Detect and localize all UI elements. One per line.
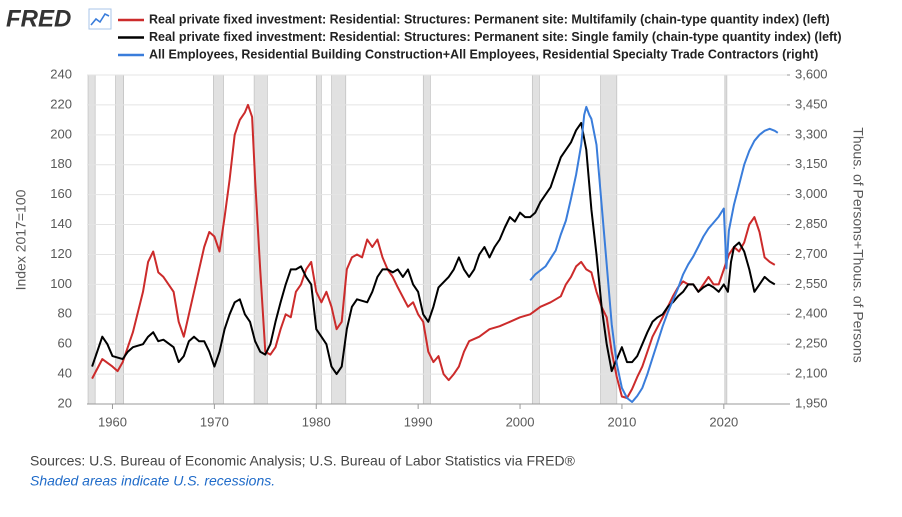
y-tick-label: 40 [58,366,72,381]
y2-axis-label: Thous. of Persons+Thous. of Persons [850,127,866,362]
x-tick-label: 2000 [506,414,535,429]
y-tick-label: 20 [58,395,72,410]
y2-tick-label: 3,600 [795,66,828,81]
y2-tick-label: 2,400 [795,306,828,321]
x-tick-label: 1960 [98,414,127,429]
x-tick-label: 1990 [404,414,433,429]
y-tick-label: 180 [50,156,72,171]
recession-band [315,74,322,405]
y2-tick-label: 2,100 [795,366,828,381]
y2-tick-label: 1,950 [795,395,828,410]
legend-label: Real private fixed investment: Residenti… [149,30,842,44]
x-tick-label: 2020 [709,414,738,429]
series-line [529,105,779,403]
y-tick-label: 60 [58,336,72,351]
y2-tick-label: 3,450 [795,96,828,111]
logo-icon [88,8,112,30]
recession-band [87,74,96,405]
x-tick-label: 1980 [302,414,331,429]
y2-tick-label: 2,700 [795,246,828,261]
y-tick-label: 240 [50,66,72,81]
source: Sources: U.S. Bureau of Economic Analysi… [30,453,576,469]
recession-band [115,74,124,405]
y-tick-label: 140 [50,216,72,231]
y-tick-label: 160 [50,186,72,201]
y-tick-label: 220 [50,96,72,111]
y-tick-label: 120 [50,246,72,261]
y-tick-label: 200 [50,126,72,141]
y-axis-label: Index 2017=100 [13,189,29,290]
y2-tick-label: 3,150 [795,156,828,171]
y2-tick-label: 3,000 [795,186,828,201]
y2-tick-label: 2,550 [795,276,828,291]
series-line [91,121,776,376]
y-tick-label: 80 [58,306,72,321]
y2-tick-label: 2,850 [795,216,828,231]
logo: FRED [6,5,71,32]
note: Shaded areas indicate U.S. recessions. [30,473,275,489]
recession-band [531,74,540,405]
x-tick-label: 2010 [607,414,636,429]
legend-label: All Employees, Residential Building Cons… [149,47,818,61]
y-tick-label: 100 [50,276,72,291]
series-line [91,103,776,399]
y2-tick-label: 2,250 [795,336,828,351]
y2-tick-label: 3,300 [795,126,828,141]
x-tick-label: 1970 [200,414,229,429]
legend-label: Real private fixed investment: Residenti… [149,12,830,26]
